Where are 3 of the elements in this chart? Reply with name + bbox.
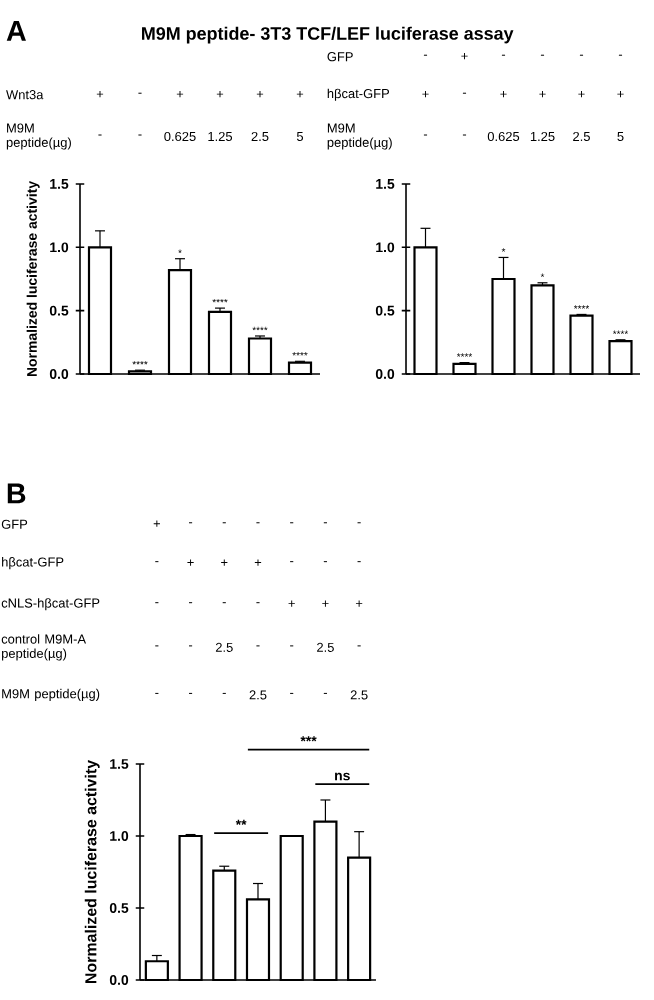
text: A <box>6 20 26 41</box>
chart-title: M9M peptide- 3T3 TCF/LEF luciferase assay <box>142 26 514 44</box>
text: B <box>7 483 26 504</box>
